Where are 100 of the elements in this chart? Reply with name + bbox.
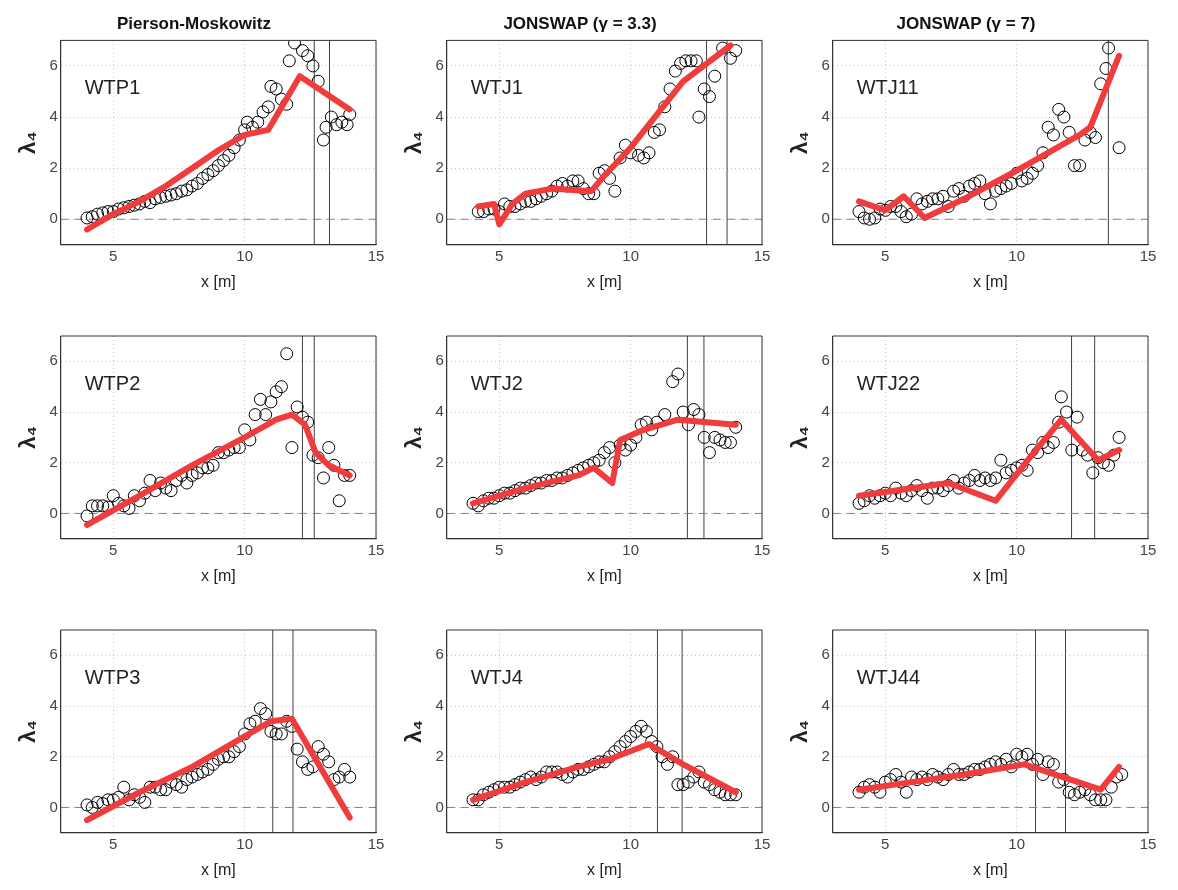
point xyxy=(941,199,955,213)
point xyxy=(936,189,950,203)
point xyxy=(330,118,344,132)
y-tick-label: 6 xyxy=(49,351,58,369)
y-tick-label: 4 xyxy=(49,696,58,714)
y-tick-label: 6 xyxy=(821,56,830,74)
point xyxy=(190,466,204,480)
point xyxy=(159,189,173,203)
y-tick-label: 4 xyxy=(435,402,444,420)
point xyxy=(154,476,168,490)
point xyxy=(295,755,309,769)
annotation: WTJ22 xyxy=(856,371,921,394)
point xyxy=(180,773,194,787)
point xyxy=(674,56,688,70)
point xyxy=(248,714,262,728)
x-tick-label: 10 xyxy=(236,834,253,852)
point xyxy=(332,494,346,508)
point xyxy=(206,458,220,472)
point xyxy=(534,770,548,784)
point xyxy=(206,164,220,178)
point xyxy=(618,735,632,749)
point xyxy=(645,423,659,437)
point xyxy=(566,174,580,188)
point xyxy=(201,762,215,776)
point xyxy=(920,491,934,505)
y-axis-title: λ₄ xyxy=(787,720,813,743)
point xyxy=(85,499,99,513)
point xyxy=(952,182,966,196)
x-tick-label: 10 xyxy=(622,540,639,558)
point xyxy=(466,793,480,807)
x-axis-title: x [m] xyxy=(201,272,236,290)
point xyxy=(647,125,661,139)
y-tick-label: 4 xyxy=(49,107,58,125)
point xyxy=(269,82,283,96)
x-axis-title: x [m] xyxy=(587,566,622,584)
point xyxy=(1088,793,1102,807)
point xyxy=(201,461,215,475)
point xyxy=(852,496,866,510)
y-tick-label: 4 xyxy=(821,402,830,420)
point xyxy=(1067,788,1081,802)
x-axis-title: x [m] xyxy=(973,860,1008,878)
point xyxy=(180,476,194,490)
y-tick-label: 0 xyxy=(49,209,58,227)
point xyxy=(852,205,866,219)
point xyxy=(1062,785,1076,799)
x-tick-label: 10 xyxy=(1008,834,1025,852)
point xyxy=(729,788,743,802)
point xyxy=(723,435,737,449)
point xyxy=(340,118,354,132)
point xyxy=(222,750,236,764)
y-axis-title: λ₄ xyxy=(15,426,41,449)
point xyxy=(1112,430,1126,444)
point xyxy=(999,752,1013,766)
point xyxy=(169,778,183,792)
y-tick-label: 0 xyxy=(49,797,58,815)
point xyxy=(1054,390,1068,404)
point xyxy=(274,380,288,394)
y-tick-label: 2 xyxy=(49,158,58,176)
point xyxy=(592,453,606,467)
point xyxy=(240,115,254,129)
point xyxy=(894,205,908,219)
x-tick-label: 5 xyxy=(495,834,504,852)
point xyxy=(316,133,330,147)
point xyxy=(91,499,105,513)
x-tick-label: 15 xyxy=(753,246,771,264)
y-tick-label: 6 xyxy=(435,645,444,663)
x-tick-label: 5 xyxy=(109,246,118,264)
point xyxy=(117,780,131,794)
point xyxy=(994,182,1008,196)
point xyxy=(629,724,643,738)
x-axis-title: x [m] xyxy=(973,566,1008,584)
point xyxy=(290,400,304,414)
annotation: WTJ44 xyxy=(856,665,921,688)
y-axis-title: λ₄ xyxy=(401,426,427,449)
point xyxy=(973,474,987,487)
point xyxy=(983,197,997,211)
point xyxy=(702,446,716,460)
point xyxy=(878,203,892,217)
point xyxy=(692,110,706,124)
point xyxy=(175,184,189,198)
point xyxy=(968,176,982,190)
x-tick-label: 5 xyxy=(109,834,118,852)
point xyxy=(190,768,204,781)
point xyxy=(319,120,333,134)
point xyxy=(503,199,517,213)
point xyxy=(185,468,199,482)
point xyxy=(201,168,215,182)
point xyxy=(196,765,210,779)
point xyxy=(1078,133,1092,147)
point xyxy=(282,54,296,68)
point xyxy=(264,395,278,409)
point xyxy=(322,755,336,769)
point xyxy=(1046,435,1060,449)
point xyxy=(1041,441,1055,455)
point xyxy=(1052,102,1066,116)
point xyxy=(936,484,950,498)
y-tick-label: 6 xyxy=(435,56,444,74)
point xyxy=(316,471,330,485)
x-tick-label: 10 xyxy=(236,540,253,558)
point xyxy=(660,757,674,771)
